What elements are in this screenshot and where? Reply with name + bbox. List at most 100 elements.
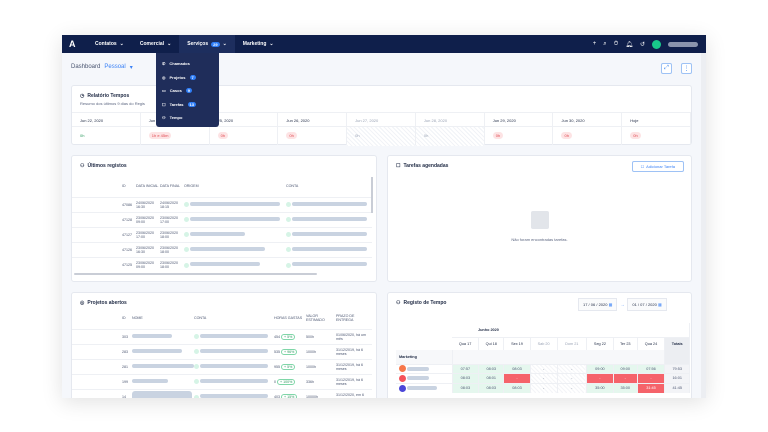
time-cell[interactable]: - bbox=[557, 373, 588, 383]
nav-comercial[interactable]: Comercial ⌄ bbox=[132, 35, 179, 53]
time-cell[interactable]: 08:03 bbox=[478, 383, 505, 393]
conta-link[interactable] bbox=[292, 216, 367, 221]
timer-icon[interactable]: ⏱ bbox=[613, 40, 619, 47]
member-cell[interactable] bbox=[396, 373, 453, 383]
time-cell[interactable]: 07:56 bbox=[637, 364, 666, 374]
nome-cell[interactable] bbox=[132, 344, 194, 359]
time-cell[interactable]: - bbox=[557, 364, 588, 374]
conta-cell[interactable] bbox=[194, 374, 274, 389]
time-cell[interactable]: 35:00 bbox=[586, 383, 614, 393]
horizontal-scrollbar[interactable] bbox=[74, 273, 317, 275]
origem-cell[interactable] bbox=[184, 257, 286, 272]
project-name[interactable] bbox=[132, 364, 194, 368]
nome-cell[interactable] bbox=[132, 359, 194, 374]
time-cell[interactable]: 16:01 bbox=[664, 373, 690, 383]
page-scrollbar[interactable] bbox=[701, 53, 706, 398]
conta-link[interactable] bbox=[292, 261, 367, 266]
time-cell[interactable]: 09:00 bbox=[586, 364, 614, 374]
origem-link[interactable] bbox=[190, 246, 265, 251]
time-cell[interactable]: - bbox=[530, 383, 558, 393]
time-cell[interactable]: 79:53 bbox=[664, 364, 690, 374]
vertical-scrollbar[interactable] bbox=[371, 177, 373, 213]
time-cell[interactable]: - bbox=[503, 373, 531, 383]
conta-cell[interactable] bbox=[286, 242, 372, 257]
time-cell[interactable]: - bbox=[613, 373, 638, 383]
time-cell[interactable]: 07:57 bbox=[452, 364, 480, 374]
menu-item-projetos[interactable]: ◎ Projetos 7 bbox=[156, 71, 219, 85]
time-cell[interactable]: - bbox=[637, 373, 666, 383]
time-cell[interactable]: 08:03 bbox=[503, 383, 531, 393]
time-cell[interactable]: 08:03 bbox=[452, 383, 480, 393]
date-to-input[interactable]: 01 / 07 / 2020 ▦ bbox=[627, 298, 667, 311]
plus-icon[interactable]: + bbox=[592, 41, 597, 47]
time-cell[interactable]: 08:03 bbox=[478, 364, 505, 374]
history-icon[interactable]: ↺ bbox=[639, 41, 645, 48]
conta-link[interactable] bbox=[200, 363, 268, 368]
conta-cell[interactable] bbox=[194, 389, 274, 398]
member-cell[interactable] bbox=[396, 383, 453, 393]
member-cell[interactable] bbox=[396, 364, 453, 374]
conta-cell[interactable] bbox=[286, 257, 372, 272]
origem-cell[interactable] bbox=[184, 242, 286, 257]
menu-item-casos[interactable]: ▭ Casos 9 bbox=[156, 84, 219, 98]
table-row[interactable]: 281 955 + 5% 1000h 31/12/2019, há 6 meses bbox=[72, 359, 372, 374]
expand-button[interactable]: ⤢ bbox=[661, 63, 672, 74]
table-row[interactable]: 47127 23/06/2020 17:00 23/06/2020 18:00 bbox=[72, 227, 372, 242]
add-task-button[interactable]: ☐ Adicionar Tarefa bbox=[631, 161, 684, 172]
menu-item-tarefas[interactable]: ☐ Tarefas 13 bbox=[156, 98, 219, 112]
table-row[interactable]: 47128 23/06/2020 09:00 23/06/2020 17:00 bbox=[72, 212, 372, 227]
time-cell[interactable]: 08:01 bbox=[478, 373, 505, 383]
nav-servicos[interactable]: Serviços 29 ⌄ bbox=[179, 35, 235, 53]
project-name[interactable] bbox=[132, 349, 182, 353]
origem-cell[interactable] bbox=[184, 197, 286, 212]
origem-link[interactable] bbox=[190, 216, 280, 221]
nome-cell[interactable] bbox=[132, 329, 194, 344]
conta-link[interactable] bbox=[200, 348, 268, 353]
dashboard-selector[interactable]: Pessoal bbox=[104, 64, 126, 70]
conta-link[interactable] bbox=[292, 231, 367, 236]
conta-link[interactable] bbox=[292, 201, 367, 206]
menu-item-tempo[interactable]: ⚇ Tempo bbox=[156, 111, 219, 125]
origem-cell[interactable] bbox=[184, 227, 286, 242]
time-cell[interactable]: 09:00 bbox=[613, 364, 638, 374]
time-cell[interactable]: 08:03 bbox=[503, 364, 531, 374]
time-cell[interactable]: 31:45 bbox=[637, 383, 666, 393]
conta-cell[interactable] bbox=[286, 212, 372, 227]
project-name[interactable] bbox=[132, 334, 172, 338]
conta-link[interactable] bbox=[292, 246, 367, 251]
nav-contatos[interactable]: Contatos ⌄ bbox=[87, 35, 132, 53]
table-row[interactable]: 283 535 + 96% 1000h 31/12/2019, há 6 meses bbox=[72, 344, 372, 359]
origem-link[interactable] bbox=[190, 231, 245, 236]
table-row[interactable]: 47125 23/06/2020 09:00 23/06/2020 18:00 bbox=[72, 257, 372, 272]
project-name[interactable] bbox=[132, 391, 192, 398]
avatar[interactable] bbox=[652, 39, 661, 49]
table-row[interactable]: 47126 23/06/2020 16:30 23/06/2020 18:00 bbox=[72, 242, 372, 257]
origem-link[interactable] bbox=[190, 201, 280, 206]
time-cell[interactable]: 41:45 bbox=[664, 383, 690, 393]
nome-cell[interactable] bbox=[132, 389, 194, 398]
conta-cell[interactable] bbox=[194, 359, 274, 374]
time-cell[interactable]: - bbox=[586, 373, 614, 383]
caret-down-icon[interactable]: ▾ bbox=[129, 65, 133, 71]
table-row[interactable]: 303 454 + 5% 500h 01/06/2020, há um mês bbox=[72, 329, 372, 344]
table-row[interactable]: 47086 24/06/2020 16:30 24/06/2020 18:15 bbox=[72, 197, 372, 212]
project-name[interactable] bbox=[132, 379, 168, 383]
time-cell[interactable]: - bbox=[530, 364, 558, 374]
user-name[interactable] bbox=[668, 41, 698, 47]
time-cell[interactable]: - bbox=[530, 373, 558, 383]
nome-cell[interactable] bbox=[132, 374, 194, 389]
origem-link[interactable] bbox=[190, 261, 260, 266]
time-cell[interactable]: 08:03 bbox=[452, 373, 480, 383]
time-cell[interactable]: - bbox=[557, 383, 588, 393]
logo-icon[interactable]: A bbox=[69, 39, 76, 49]
date-from-input[interactable]: 17 / 06 / 2020 ▦ bbox=[578, 298, 618, 311]
nav-marketing[interactable]: Marketing ⌄ bbox=[235, 35, 282, 53]
conta-cell[interactable] bbox=[286, 227, 372, 242]
bell-icon[interactable]: 🔔︎ bbox=[625, 41, 633, 48]
menu-item-chamados[interactable]: ✆ Chamados bbox=[156, 57, 219, 71]
more-button[interactable]: ⋮ bbox=[681, 63, 692, 74]
search-icon[interactable]: ⌕ bbox=[603, 40, 607, 47]
conta-link[interactable] bbox=[200, 333, 268, 338]
table-row[interactable]: 199 0 + 100% 336h 31/12/2019, há 6 meses bbox=[72, 374, 372, 389]
